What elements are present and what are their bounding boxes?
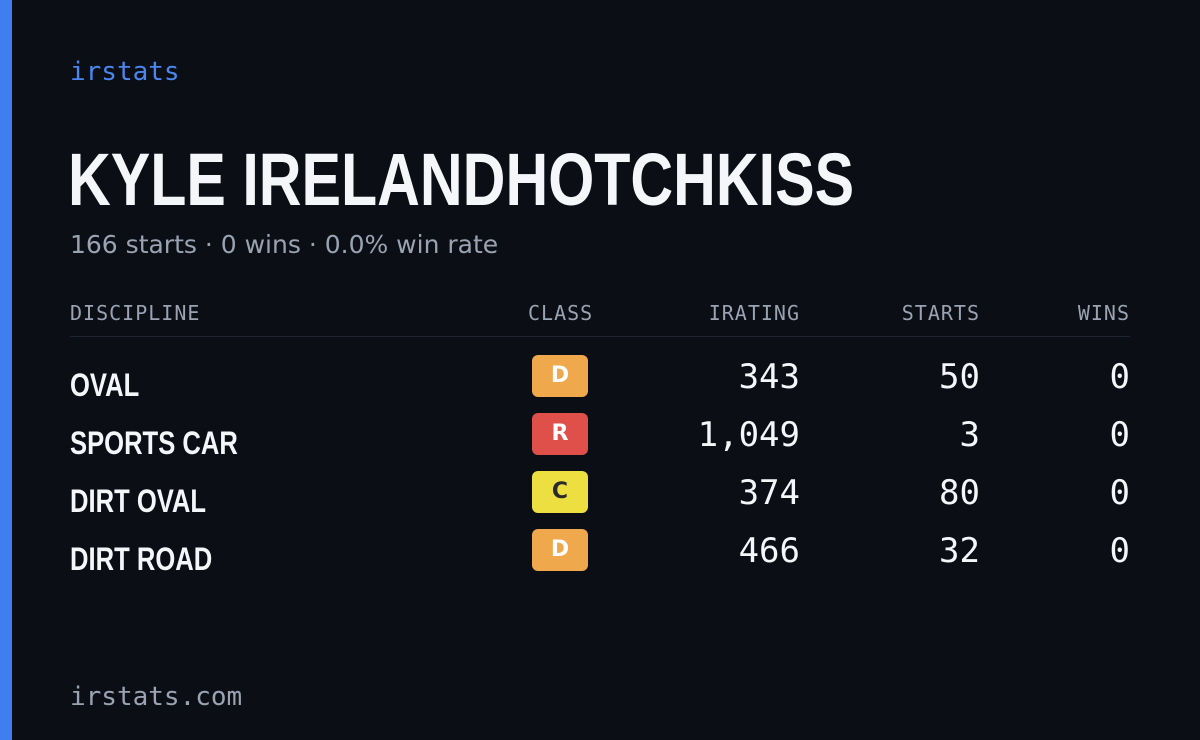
class-badge: D (532, 355, 588, 397)
table-row: DIRT OVAL C 374 80 0 (70, 469, 1130, 527)
table-row: OVAL D 343 50 0 (70, 353, 1130, 411)
stats-table: DISCIPLINE CLASS IRATING STARTS WINS OVA… (70, 298, 1130, 577)
irating-value: 343 (738, 357, 800, 397)
discipline-name: OVAL (70, 367, 140, 403)
starts-value: 50 (939, 357, 980, 397)
footer-link[interactable]: irstats.com (70, 682, 243, 712)
wins-value: 0 (1109, 473, 1130, 513)
wins-value: 0 (1109, 531, 1130, 571)
starts-value: 80 (939, 473, 980, 513)
wins-value: 0 (1109, 357, 1130, 397)
starts-value: 32 (939, 531, 980, 571)
accent-bar (0, 0, 12, 740)
header-class: CLASS (528, 301, 594, 325)
discipline-name: SPORTS CAR (70, 425, 238, 461)
irating-value: 374 (738, 473, 800, 513)
brand-logo[interactable]: irstats (70, 57, 180, 87)
header-starts: STARTS (901, 301, 980, 325)
table-row: SPORTS CAR R 1,049 3 0 (70, 411, 1130, 469)
irating-value: 466 (738, 531, 800, 571)
table-row: DIRT ROAD D 466 32 0 (70, 527, 1130, 585)
discipline-name: DIRT ROAD (70, 541, 213, 577)
class-badge: C (532, 471, 588, 513)
header-discipline: DISCIPLINE (70, 301, 201, 325)
wins-value: 0 (1109, 415, 1130, 455)
starts-value: 3 (959, 415, 980, 455)
table-header: DISCIPLINE CLASS IRATING STARTS WINS (70, 298, 1130, 337)
class-badge: D (532, 529, 588, 571)
irating-value: 1,049 (697, 415, 800, 455)
header-irating: IRATING (708, 301, 800, 325)
player-name: KYLE IRELANDHOTCHKISS (68, 138, 855, 221)
table-body: OVAL D 343 50 0 SPORTS CAR R 1,049 3 0 D… (70, 353, 1130, 585)
header-wins: WINS (1077, 301, 1130, 325)
discipline-name: DIRT OVAL (70, 483, 207, 519)
class-badge: R (532, 413, 588, 455)
player-summary: 166 starts · 0 wins · 0.0% win rate (70, 230, 499, 259)
